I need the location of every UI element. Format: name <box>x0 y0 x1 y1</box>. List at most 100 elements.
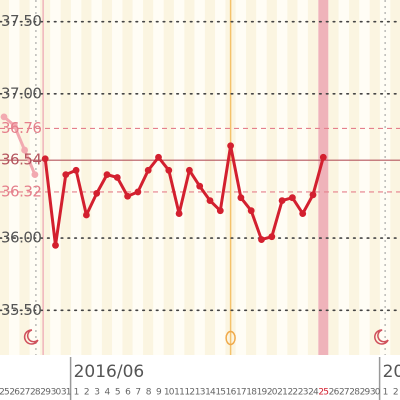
day-stripe <box>122 0 133 355</box>
temperature-point <box>278 197 286 204</box>
x-tick-label: 27 <box>20 388 30 398</box>
temperature-line <box>43 144 325 247</box>
day-stripe <box>287 0 298 355</box>
x-tick-label: 26 <box>329 388 340 398</box>
x-tick-label: 16 <box>226 388 237 398</box>
day-stripe <box>9 0 20 355</box>
day-stripe <box>256 0 267 355</box>
day-stripe <box>390 0 400 355</box>
day-stripe <box>276 0 288 355</box>
day-stripe <box>132 0 144 355</box>
day-stripe <box>70 0 82 355</box>
temperature-point <box>52 241 59 249</box>
day-stripe <box>328 0 339 355</box>
x-tick-label: 1 <box>383 388 388 398</box>
temperature-point <box>237 194 245 202</box>
x-tick-label: 9 <box>156 388 162 398</box>
temperature-point <box>268 233 276 241</box>
temperature-point <box>289 194 296 202</box>
temperature-point <box>10 122 18 129</box>
temperature-point <box>206 197 214 204</box>
x-tick-label: 15 <box>215 388 225 398</box>
ovulation-icon <box>225 330 236 346</box>
temperature-point <box>134 188 142 196</box>
moon-icon <box>23 329 39 345</box>
y-tick-label: 37.00 <box>1 84 41 102</box>
temperature-point <box>227 142 235 150</box>
temperature-point <box>62 171 70 179</box>
day-stripe <box>349 0 360 355</box>
x-tick-label: 8 <box>146 388 152 398</box>
day-stripe <box>338 0 350 355</box>
x-tick-label: 25 <box>0 388 9 398</box>
temperature-point <box>93 189 101 197</box>
x-tick-label: 2 <box>84 388 89 398</box>
day-stripe <box>307 0 319 355</box>
temperature-point <box>31 171 39 179</box>
temperature-point <box>247 207 255 215</box>
day-stripe <box>0 0 10 355</box>
day-stripe <box>91 0 102 355</box>
temperature-point <box>319 153 327 161</box>
temperature-point <box>103 171 111 179</box>
x-tick-label: 29 <box>40 388 51 398</box>
x-tick-label: 30 <box>51 388 62 398</box>
temperature-point <box>0 113 8 121</box>
x-tick-label: 28 <box>349 388 360 398</box>
day-stripe <box>215 0 226 355</box>
temperature-point <box>21 146 28 154</box>
x-tick-label: 27 <box>339 388 349 398</box>
day-stripe <box>235 0 247 355</box>
day-stripe <box>369 0 380 355</box>
day-stripe <box>173 0 185 355</box>
temperature-point <box>258 236 265 243</box>
temperature-point <box>155 153 162 161</box>
day-stripe <box>379 0 391 355</box>
temperature-point <box>186 166 193 174</box>
x-tick-label: 3 <box>94 388 99 398</box>
temperature-line <box>3 115 37 176</box>
day-stripe <box>246 0 257 355</box>
x-tick-label: 11 <box>174 388 184 398</box>
y-tick-label: 37.50 <box>1 12 41 30</box>
x-tick-label: 10 <box>164 388 175 398</box>
month-label: 2016/06 <box>74 362 145 382</box>
month-label: 2016/07 <box>383 362 400 382</box>
x-tick-label: 22 <box>287 388 297 398</box>
day-stripe <box>266 0 277 355</box>
x-tick-label: 4 <box>105 388 111 398</box>
temperature-point <box>83 211 90 219</box>
temperature-point <box>72 166 80 174</box>
moon-icon <box>374 329 389 345</box>
day-stripe <box>163 0 174 355</box>
day-stripe <box>194 0 205 355</box>
today-band <box>318 0 329 355</box>
temperature-point <box>165 166 173 174</box>
temperature-point <box>144 166 152 174</box>
temperature-point <box>41 155 49 163</box>
day-stripe <box>19 0 30 355</box>
x-tick-label: 17 <box>236 388 246 398</box>
day-stripe <box>153 0 164 355</box>
x-tick-label: 21 <box>277 388 287 398</box>
x-tick-label: 13 <box>195 388 205 398</box>
day-stripe <box>297 0 308 355</box>
temperature-point <box>216 207 224 215</box>
y-tick-label: 35.50 <box>1 301 41 319</box>
day-stripe <box>40 0 51 355</box>
x-tick-label: 19 <box>257 388 268 398</box>
temperature-point <box>124 192 131 200</box>
day-stripe <box>359 0 370 355</box>
day-stripe <box>50 0 61 355</box>
x-tick-label: 5 <box>115 388 120 398</box>
x-tick-label: 6 <box>125 388 131 398</box>
x-tick-label: 14 <box>205 388 216 398</box>
x-tick-label: 2 <box>393 388 398 398</box>
x-tick-label: 24 <box>308 388 319 398</box>
day-stripe <box>204 0 216 355</box>
x-tick-label: 29 <box>360 388 371 398</box>
temperature-point <box>175 210 183 217</box>
temperature-point <box>196 182 204 190</box>
day-stripe <box>184 0 195 355</box>
